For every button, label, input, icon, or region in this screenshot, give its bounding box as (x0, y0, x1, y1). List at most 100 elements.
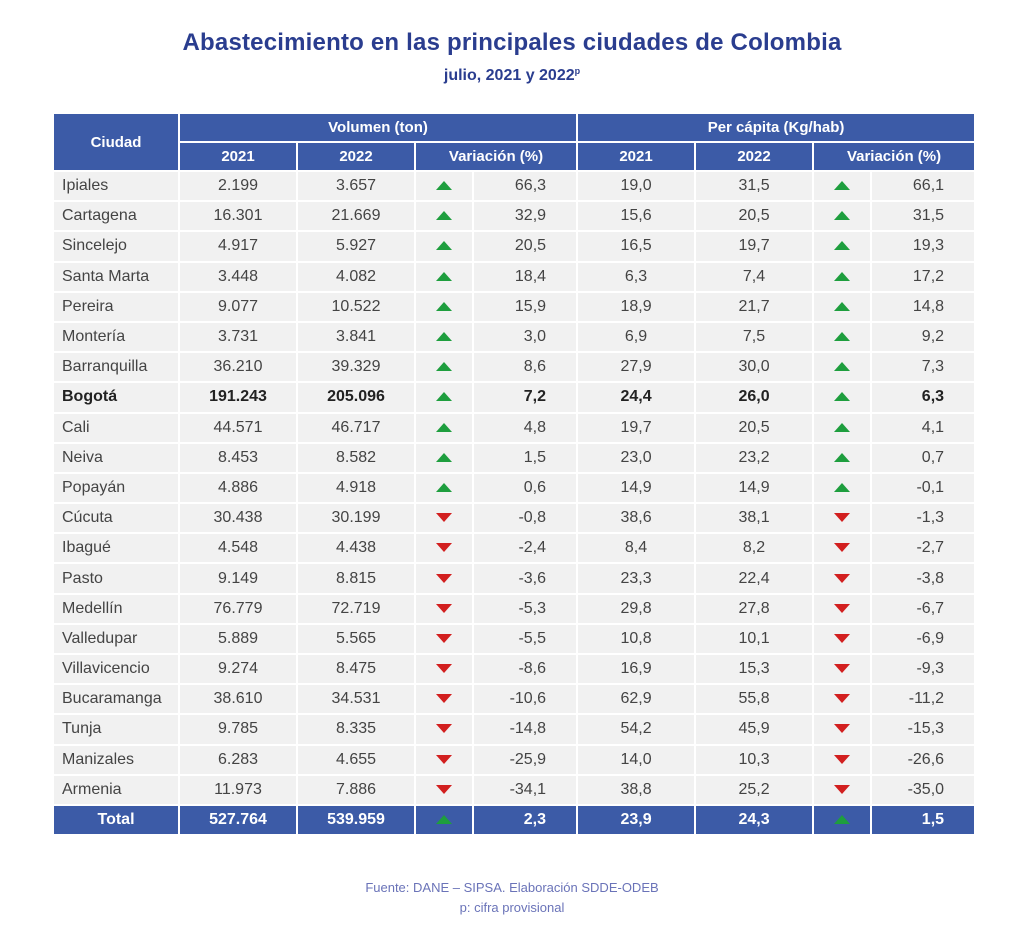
triangle-down-icon (436, 784, 452, 794)
per-capita-variation-cell: 7,3 (872, 353, 975, 382)
per-capita-2022-cell: 14,9 (696, 473, 813, 503)
triangle-down-icon (834, 573, 851, 583)
table-row: Sincelejo 4.917 5.927 20,5 16,5 19,7 19,3 (54, 232, 975, 261)
volume-trend-cell (416, 413, 472, 442)
city-cell: Barranquilla (54, 353, 178, 382)
triangle-down-icon (834, 543, 851, 553)
per-capita-trend-cell (814, 443, 871, 472)
header-volume-2021: 2021 (180, 143, 296, 170)
triangle-down-icon (834, 513, 851, 523)
volume-2021-cell: 9.785 (180, 715, 296, 744)
volume-2021-cell: 4.548 (180, 534, 296, 563)
volume-2021-cell: 76.779 (180, 594, 296, 623)
triangle-down-icon (436, 573, 452, 583)
per-capita-2022-cell: 55,8 (696, 685, 813, 714)
city-cell: Pasto (54, 564, 178, 593)
city-cell: Tunja (54, 715, 178, 744)
triangle-up-icon (436, 332, 452, 342)
per-capita-trend-cell (814, 534, 871, 563)
volume-2021-cell: 191.243 (180, 383, 296, 412)
table-row: Cartagena 16.301 21.669 32,9 15,6 20,5 31,5 (54, 202, 975, 231)
per-capita-trend-cell (814, 322, 871, 352)
volume-variation-cell: -25,9 (474, 745, 577, 774)
volume-variation-cell: 8,6 (474, 353, 577, 382)
volume-2021-cell: 6.283 (180, 745, 296, 774)
per-capita-2022-cell: 22,4 (696, 564, 813, 593)
per-capita-2021-cell: 6,3 (578, 262, 695, 291)
subtitle-superscript: p (574, 66, 581, 76)
volume-2022-cell: 539.959 (298, 805, 414, 835)
table-row: Neiva 8.453 8.582 1,5 23,0 23,2 0,7 (54, 443, 975, 472)
volume-2021-cell: 16.301 (180, 202, 296, 231)
per-capita-variation-cell: -11,2 (872, 685, 975, 714)
per-capita-2021-cell: 8,4 (578, 534, 695, 563)
per-capita-variation-cell: 66,1 (872, 172, 975, 201)
per-capita-trend-cell (814, 685, 871, 714)
table-row: Barranquilla 36.210 39.329 8,6 27,9 30,0 7,3 (54, 353, 975, 382)
city-cell: Armenia (54, 775, 178, 804)
volume-variation-cell: 20,5 (474, 232, 577, 261)
per-capita-2022-cell: 26,0 (696, 383, 813, 412)
header-per-capita-variation: Variación (%) (814, 143, 975, 170)
city-cell: Montería (54, 322, 178, 352)
per-capita-2021-cell: 16,5 (578, 232, 695, 261)
volume-trend-cell (416, 322, 472, 352)
volume-trend-cell (416, 353, 472, 382)
volume-variation-cell: 18,4 (474, 262, 577, 291)
per-capita-trend-cell (814, 564, 871, 593)
per-capita-2021-cell: 23,3 (578, 564, 695, 593)
triangle-up-icon (436, 362, 452, 372)
per-capita-trend-cell (814, 655, 871, 684)
city-cell: Ipiales (54, 172, 178, 201)
triangle-up-icon (834, 301, 851, 311)
per-capita-2022-cell: 30,0 (696, 353, 813, 382)
per-capita-variation-cell: -3,8 (872, 564, 975, 593)
city-cell: Pereira (54, 292, 178, 321)
volume-variation-cell: 0,6 (474, 473, 577, 503)
volume-2021-cell: 9.149 (180, 564, 296, 593)
per-capita-trend-cell (814, 473, 871, 503)
volume-trend-cell (416, 775, 472, 804)
per-capita-variation-cell: 1,5 (872, 805, 975, 835)
per-capita-2021-cell: 19,7 (578, 413, 695, 442)
per-capita-2022-cell: 20,5 (696, 413, 813, 442)
volume-2022-cell: 205.096 (298, 383, 414, 412)
per-capita-2021-cell: 14,0 (578, 745, 695, 774)
per-capita-2022-cell: 31,5 (696, 172, 813, 201)
volume-variation-cell: 7,2 (474, 383, 577, 412)
volume-variation-cell: 15,9 (474, 292, 577, 321)
city-cell: Sincelejo (54, 232, 178, 261)
volume-trend-cell (416, 473, 472, 503)
triangle-down-icon (436, 543, 452, 553)
volume-variation-cell: 1,5 (474, 443, 577, 472)
volume-trend-cell (416, 685, 472, 714)
per-capita-variation-cell: 19,3 (872, 232, 975, 261)
city-cell: Bogotá (54, 383, 178, 412)
per-capita-2022-cell: 23,2 (696, 443, 813, 472)
volume-2021-cell: 9.077 (180, 292, 296, 321)
per-capita-trend-cell (814, 413, 871, 442)
per-capita-2021-cell: 54,2 (578, 715, 695, 744)
per-capita-trend-cell (814, 172, 871, 201)
per-capita-2021-cell: 19,0 (578, 172, 695, 201)
volume-trend-cell (416, 715, 472, 744)
per-capita-2021-cell: 23,0 (578, 443, 695, 472)
volume-variation-cell: -3,6 (474, 564, 577, 593)
table-row: Ipiales 2.199 3.657 66,3 19,0 31,5 66,1 (54, 172, 975, 201)
per-capita-trend-cell (814, 594, 871, 623)
table-body: Ipiales 2.199 3.657 66,3 19,0 31,5 66,1 Cartage… (54, 172, 975, 835)
per-capita-trend-cell (814, 353, 871, 382)
city-cell: Popayán (54, 473, 178, 503)
triangle-down-icon (436, 664, 452, 674)
city-cell: Manizales (54, 745, 178, 774)
per-capita-2021-cell: 15,6 (578, 202, 695, 231)
triangle-up-icon (436, 482, 452, 492)
per-capita-trend-cell (814, 202, 871, 231)
triangle-up-icon (834, 362, 851, 372)
table-row: Tunja 9.785 8.335 -14,8 54,2 45,9 -15,3 (54, 715, 975, 744)
volume-trend-cell (416, 745, 472, 774)
per-capita-2022-cell: 24,3 (696, 805, 813, 835)
table-row: Pereira 9.077 10.522 15,9 18,9 21,7 14,8 (54, 292, 975, 321)
city-cell: Bucaramanga (54, 685, 178, 714)
volume-variation-cell: -5,5 (474, 624, 577, 653)
